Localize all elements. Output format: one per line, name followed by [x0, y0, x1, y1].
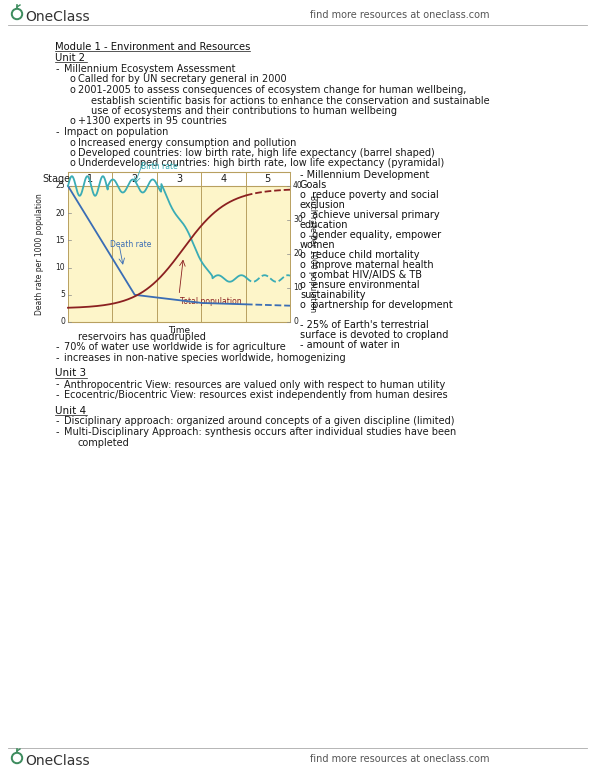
Text: Ecocentric/Biocentric View: resources exist independently from human desires: Ecocentric/Biocentric View: resources ex… [64, 390, 447, 400]
Text: Unit 3: Unit 3 [55, 369, 86, 379]
Text: Impact on population: Impact on population [64, 127, 168, 137]
Text: find more resources at oneclass.com: find more resources at oneclass.com [310, 10, 490, 20]
Text: 15: 15 [55, 236, 65, 245]
Text: Unit 4: Unit 4 [55, 406, 86, 416]
Text: -: - [56, 390, 60, 400]
Text: -: - [56, 417, 60, 427]
Text: reservoirs has quadrupled: reservoirs has quadrupled [78, 332, 206, 342]
Text: OneClass: OneClass [25, 10, 90, 24]
Text: o  reduce child mortality: o reduce child mortality [300, 250, 419, 260]
Text: 10: 10 [293, 283, 303, 293]
Text: Stage: Stage [42, 174, 70, 184]
Text: 2: 2 [131, 174, 137, 184]
Text: o: o [70, 116, 76, 126]
Text: o  ensure environmental: o ensure environmental [300, 280, 419, 290]
Text: Goals: Goals [300, 180, 327, 190]
Text: 0: 0 [60, 317, 65, 326]
Text: o  achieve universal primary: o achieve universal primary [300, 210, 440, 220]
Text: - 25% of Earth's terrestrial: - 25% of Earth's terrestrial [300, 320, 429, 330]
Text: Time: Time [168, 326, 190, 335]
Text: exclusion: exclusion [300, 200, 346, 210]
Text: 4: 4 [220, 174, 227, 184]
Text: increases in non-native species worldwide, homogenizing: increases in non-native species worldwid… [64, 353, 346, 363]
Text: Birth rate: Birth rate [141, 162, 178, 171]
Text: Module 1 - Environment and Resources: Module 1 - Environment and Resources [55, 42, 250, 52]
Text: 25: 25 [55, 182, 65, 190]
Text: education: education [300, 220, 349, 230]
Text: 5: 5 [265, 174, 271, 184]
Text: 30: 30 [293, 216, 303, 225]
Text: surface is devoted to cropland: surface is devoted to cropland [300, 330, 449, 340]
Text: -: - [56, 427, 60, 437]
Text: - Millennium Development: - Millennium Development [300, 170, 430, 180]
Text: Death rate: Death rate [111, 240, 152, 249]
Text: o  gender equality, empower: o gender equality, empower [300, 230, 441, 240]
Text: 70% of water use worldwide is for agriculture: 70% of water use worldwide is for agricu… [64, 343, 286, 353]
Text: 0: 0 [293, 317, 298, 326]
Text: o: o [70, 159, 76, 169]
Text: 10: 10 [55, 263, 65, 272]
Text: 40: 40 [293, 182, 303, 190]
Text: o: o [70, 85, 76, 95]
Text: +1300 experts in 95 countries: +1300 experts in 95 countries [78, 116, 227, 126]
Text: OneClass: OneClass [25, 754, 90, 768]
Text: 20: 20 [293, 249, 303, 259]
Text: use of ecosystems and their contributions to human wellbeing: use of ecosystems and their contribution… [91, 106, 397, 116]
Text: Anthropocentric View: resources are valued only with respect to human utility: Anthropocentric View: resources are valu… [64, 380, 445, 390]
Circle shape [11, 752, 23, 764]
Text: Death rate per 1000 population: Death rate per 1000 population [36, 193, 45, 315]
Text: o: o [70, 138, 76, 148]
Circle shape [14, 11, 20, 18]
Text: Unit 2: Unit 2 [55, 53, 85, 63]
Text: 5: 5 [60, 290, 65, 300]
Text: o  combat HIV/AIDS & TB: o combat HIV/AIDS & TB [300, 270, 422, 280]
Text: Millennium Ecosystem Assessment: Millennium Ecosystem Assessment [64, 64, 236, 74]
Text: Birth rate per 1000 population: Birth rate per 1000 population [308, 196, 317, 313]
Text: o  partnership for development: o partnership for development [300, 300, 453, 310]
Text: o  improve maternal health: o improve maternal health [300, 260, 434, 270]
Text: 20: 20 [55, 209, 65, 218]
Text: -: - [56, 127, 60, 137]
Text: Underdeveloped countries: high birth rate, low life expectancy (pyramidal): Underdeveloped countries: high birth rat… [78, 159, 444, 169]
Text: Called for by UN secretary general in 2000: Called for by UN secretary general in 20… [78, 75, 287, 85]
Text: find more resources at oneclass.com: find more resources at oneclass.com [310, 754, 490, 764]
Text: o  reduce poverty and social: o reduce poverty and social [300, 190, 439, 200]
Text: Disciplinary approach: organized around concepts of a given discipline (limited): Disciplinary approach: organized around … [64, 417, 455, 427]
Text: Increased energy consumption and pollution: Increased energy consumption and polluti… [78, 138, 296, 148]
FancyBboxPatch shape [68, 186, 290, 322]
Text: o: o [70, 75, 76, 85]
Text: Developed countries: low birth rate, high life expectancy (barrel shaped): Developed countries: low birth rate, hig… [78, 148, 435, 158]
Circle shape [11, 8, 23, 19]
Text: establish scientific basis for actions to enhance the conservation and sustainab: establish scientific basis for actions t… [91, 95, 490, 105]
Text: completed: completed [78, 437, 130, 447]
Text: 3: 3 [176, 174, 182, 184]
Text: women: women [300, 240, 336, 250]
Text: -: - [56, 380, 60, 390]
Text: o: o [70, 148, 76, 158]
Text: - amount of water in: - amount of water in [300, 340, 400, 350]
Text: sustainability: sustainability [300, 290, 365, 300]
Text: -: - [56, 64, 60, 74]
Circle shape [14, 755, 20, 762]
Text: -: - [56, 353, 60, 363]
Text: 2001-2005 to assess consequences of ecosystem change for human wellbeing,: 2001-2005 to assess consequences of ecos… [78, 85, 466, 95]
Text: -: - [56, 343, 60, 353]
Text: 1: 1 [87, 174, 93, 184]
Text: Multi-Disciplinary Approach: synthesis occurs after individual studies have been: Multi-Disciplinary Approach: synthesis o… [64, 427, 456, 437]
Text: Total population: Total population [180, 297, 242, 306]
